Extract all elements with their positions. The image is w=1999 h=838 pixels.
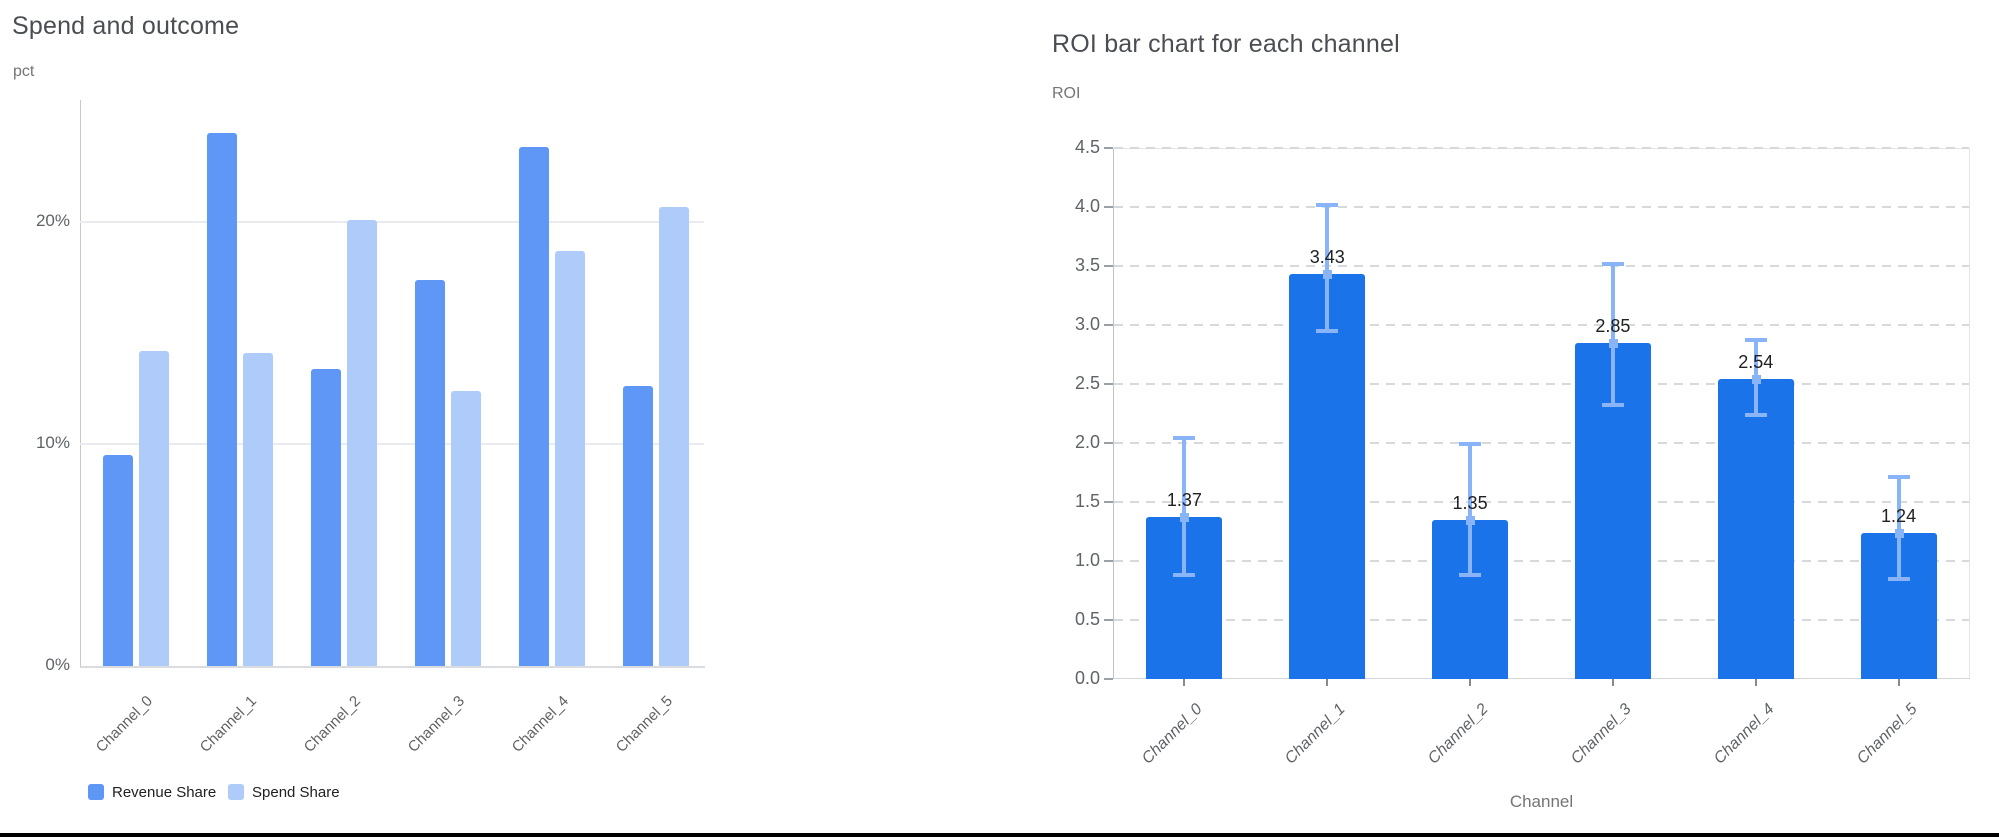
- error-bar-cap-bottom: [1744, 412, 1767, 417]
- error-bar-mean-marker: [1608, 338, 1618, 348]
- error-bar-mean-marker: [1751, 375, 1761, 385]
- y-tick-label: 0.5: [1074, 609, 1100, 629]
- bar-spend-share-channel_0: [139, 350, 169, 666]
- error-bar-cap-bottom: [1601, 403, 1624, 408]
- y-gridline: [1114, 265, 1969, 267]
- roi-x-axis-title: Channel: [1509, 792, 1574, 811]
- x-tick-mark: [1469, 679, 1472, 686]
- error-bar-cap-bottom: [1887, 576, 1910, 581]
- y-tick-label: 20%: [35, 211, 70, 231]
- error-bar-mean-marker: [1323, 270, 1333, 280]
- error-bar-cap-top: [1459, 442, 1482, 447]
- y-tick-label: 1.5: [1074, 491, 1100, 511]
- spend-outcome-plot-area: [80, 100, 705, 668]
- bar-value-label: 1.24: [1881, 505, 1917, 526]
- bar-roi-channel_1: [1289, 274, 1366, 679]
- x-tick-label: Channel_3: [404, 692, 469, 756]
- y-gridline: [1114, 442, 1969, 444]
- bar-spend-share-channel_5: [659, 206, 689, 666]
- roi-chart-title: ROI bar chart for each channel: [1052, 30, 1400, 58]
- y-tick-mark: [1104, 678, 1113, 680]
- error-bar-mean-marker: [1894, 528, 1904, 538]
- bar-value-label: 1.37: [1166, 490, 1202, 511]
- y-tick-mark: [1104, 560, 1113, 562]
- y-tick-label: 3.5: [1074, 255, 1100, 275]
- bar-spend-share-channel_3: [451, 390, 481, 666]
- bar-revenue-share-channel_4: [519, 146, 549, 666]
- spend-outcome-y-unit-label: pct: [13, 63, 35, 80]
- y-tick-label: 10%: [35, 433, 70, 453]
- bar-revenue-share-channel_3: [415, 279, 445, 666]
- legend-label-revenue-share: Revenue Share: [112, 784, 217, 801]
- y-gridline: [80, 221, 704, 224]
- y-tick-mark: [1104, 265, 1113, 267]
- x-tick-mark: [1611, 679, 1614, 686]
- y-gridline: [1114, 619, 1969, 621]
- legend-label-spend-share: Spend Share: [252, 784, 340, 801]
- x-tick-label: Channel_5: [612, 692, 677, 756]
- error-bar-cap-top: [1601, 261, 1624, 266]
- bar-spend-share-channel_1: [243, 353, 273, 666]
- y-tick-mark: [1104, 383, 1113, 385]
- error-bar-line: [1182, 438, 1187, 576]
- y-tick-mark: [1104, 324, 1113, 326]
- y-gridline: [1114, 501, 1969, 503]
- y-gridline: [80, 443, 704, 446]
- error-bar-cap-top: [1887, 475, 1910, 480]
- x-tick-label: Channel_4: [508, 692, 573, 756]
- y-tick-label: 1.0: [1074, 550, 1100, 570]
- legend-swatch-spend-share: [228, 784, 244, 800]
- y-tick-label: 4.0: [1074, 196, 1100, 216]
- y-tick-mark: [1104, 619, 1113, 621]
- error-bar-line: [1468, 444, 1473, 576]
- error-bar-cap-bottom: [1459, 573, 1482, 578]
- y-tick-label: 4.5: [1074, 137, 1100, 157]
- bar-spend-share-channel_2: [347, 219, 377, 666]
- y-gridline: [1114, 383, 1969, 385]
- error-bar-mean-marker: [1466, 515, 1476, 525]
- x-tick-mark: [1326, 679, 1329, 686]
- error-bar-line: [1610, 263, 1615, 406]
- y-gridline: [1114, 324, 1969, 326]
- y-gridline: [1114, 206, 1969, 208]
- y-tick-label: 3.0: [1074, 314, 1100, 334]
- error-bar-line: [1896, 477, 1901, 579]
- bar-value-label: 1.35: [1452, 492, 1488, 513]
- bar-revenue-share-channel_2: [311, 368, 341, 666]
- error-bar-mean-marker: [1180, 513, 1190, 523]
- y-tick-label: 0.0: [1074, 668, 1100, 688]
- legend-swatch-revenue-share: [88, 784, 104, 800]
- y-tick-mark: [1104, 501, 1113, 503]
- error-bar-cap-top: [1744, 338, 1767, 343]
- bar-revenue-share-channel_0: [103, 455, 133, 666]
- error-bar-line: [1325, 204, 1330, 331]
- error-bar-cap-bottom: [1316, 328, 1339, 333]
- bottom-border-rule: [0, 833, 1999, 837]
- y-tick-label: 2.5: [1074, 373, 1100, 393]
- y-gridline: [1114, 147, 1969, 149]
- error-bar-cap-top: [1316, 202, 1339, 207]
- x-tick-mark: [1183, 679, 1186, 686]
- y-tick-mark: [1104, 442, 1113, 444]
- bar-value-label: 2.85: [1595, 315, 1631, 336]
- y-gridline: [1114, 560, 1969, 562]
- bar-revenue-share-channel_5: [623, 386, 653, 666]
- y-tick-label: 0%: [45, 655, 70, 674]
- spend-outcome-chart-title: Spend and outcome: [12, 12, 240, 40]
- bar-value-label: 3.43: [1309, 247, 1345, 268]
- bar-roi-channel_4: [1717, 379, 1794, 679]
- error-bar-cap-bottom: [1173, 573, 1196, 578]
- error-bar-cap-top: [1173, 436, 1196, 441]
- roi-y-unit-label: ROI: [1052, 85, 1081, 102]
- bar-spend-share-channel_4: [555, 250, 585, 666]
- bar-revenue-share-channel_1: [207, 133, 237, 666]
- y-tick-label: 2.0: [1074, 432, 1100, 452]
- x-tick-mark: [1897, 679, 1900, 686]
- x-tick-mark: [1754, 679, 1757, 686]
- bar-value-label: 2.54: [1738, 352, 1774, 373]
- y-tick-mark: [1104, 147, 1113, 149]
- y-tick-mark: [1104, 206, 1113, 208]
- roi-plot-area: [1113, 148, 1970, 679]
